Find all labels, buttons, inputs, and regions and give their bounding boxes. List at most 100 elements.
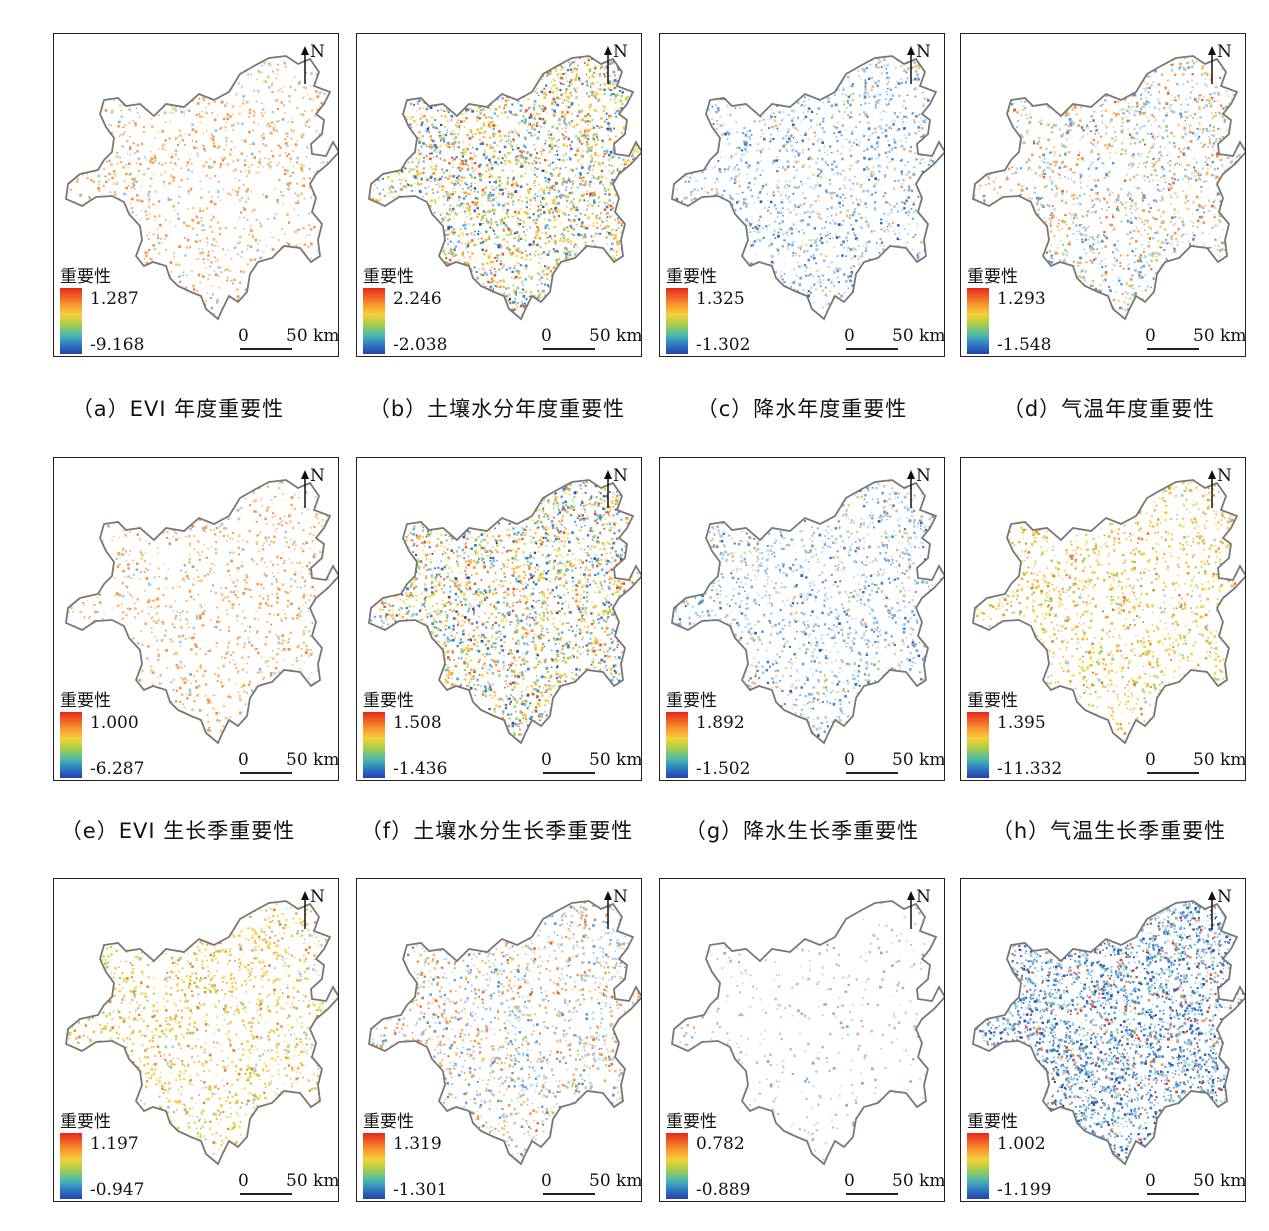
importance-map [671, 55, 944, 321]
scale-zero: 0 [1145, 750, 1156, 770]
color-ramp [967, 1133, 989, 1199]
north-label: N [613, 466, 628, 486]
north-arrow-icon: N [603, 466, 629, 508]
north-label: N [310, 466, 325, 486]
color-legend: 重要性 1.293 -1.548 [967, 262, 1087, 355]
scale-line [543, 1193, 595, 1195]
panel-caption: （g）降水生长季重要性 [642, 815, 962, 845]
north-arrow-icon: N [906, 887, 932, 929]
legend-title: 重要性 [967, 1107, 1018, 1132]
importance-map [972, 55, 1245, 321]
legend-min-value: -2.038 [393, 335, 447, 355]
legend-max-value: 1.287 [90, 289, 139, 309]
north-label: N [310, 887, 325, 907]
panel-caption: （e）EVI 生长季重要性 [18, 815, 338, 845]
color-legend: 重要性 0.782 -0.889 [666, 1107, 786, 1200]
color-ramp [60, 1133, 82, 1199]
legend-title: 重要性 [60, 686, 111, 711]
scale-line [846, 1193, 898, 1195]
color-legend: 重要性 1.197 -0.947 [60, 1107, 180, 1200]
legend-min-value: -1.502 [696, 759, 750, 779]
color-legend: 重要性 1.395 -11.332 [967, 686, 1087, 779]
scale-zero: 0 [238, 326, 249, 346]
legend-title: 重要性 [363, 262, 414, 287]
north-arrow-icon: N [300, 466, 326, 508]
scale-bar: 0 50 km [234, 1171, 338, 1197]
scale-line [240, 348, 292, 350]
north-arrow-icon: N [1207, 887, 1233, 929]
legend-min-value: -9.168 [90, 335, 144, 355]
legend-min-value: -0.947 [90, 1180, 144, 1200]
scale-zero: 0 [844, 1171, 855, 1191]
color-ramp [363, 712, 385, 778]
north-arrow-icon: N [906, 42, 932, 84]
color-legend: 重要性 1.508 -1.436 [363, 686, 483, 779]
legend-max-value: 1.395 [997, 713, 1046, 733]
color-legend: 重要性 1.002 -1.199 [967, 1107, 1087, 1200]
panel-caption: （c）降水年度重要性 [642, 393, 962, 423]
north-label: N [310, 42, 325, 62]
scale-bar: 0 50 km [537, 1171, 641, 1197]
north-arrow-icon: N [1207, 42, 1233, 84]
color-ramp [60, 288, 82, 354]
importance-map [671, 479, 944, 745]
legend-min-value: -11.332 [997, 759, 1062, 779]
map-panel: N 重要性 1.508 -1.436 0 50 km [356, 457, 642, 781]
color-ramp [666, 712, 688, 778]
region-boundary [671, 55, 944, 321]
map-panel: N 重要性 1.002 -1.199 0 50 km [960, 878, 1246, 1202]
map-panel: N 重要性 1.892 -1.502 0 50 km [659, 457, 945, 781]
scale-zero: 0 [541, 750, 552, 770]
legend-title: 重要性 [60, 262, 111, 287]
scale-zero: 0 [541, 326, 552, 346]
importance-map [368, 479, 641, 745]
color-ramp [967, 288, 989, 354]
legend-title: 重要性 [666, 262, 717, 287]
scale-bar: 0 50 km [537, 750, 641, 776]
map-panel: N 重要性 2.246 -2.038 0 50 km [356, 33, 642, 357]
region-boundary [671, 900, 944, 1166]
legend-max-value: 1.293 [997, 289, 1046, 309]
scale-line [1147, 772, 1199, 774]
importance-map [65, 479, 338, 745]
importance-map [368, 900, 641, 1166]
color-ramp [666, 1133, 688, 1199]
region-boundary [368, 479, 641, 745]
legend-min-value: -0.889 [696, 1180, 750, 1200]
scale-line [846, 772, 898, 774]
north-label: N [1217, 887, 1232, 907]
map-panel: N 重要性 1.325 -1.302 0 50 km [659, 33, 945, 357]
importance-map [65, 55, 338, 321]
scale-bar: 0 50 km [840, 1171, 944, 1197]
color-legend: 重要性 1.287 -9.168 [60, 262, 180, 355]
color-ramp [60, 712, 82, 778]
legend-title: 重要性 [60, 1107, 111, 1132]
scale-bar: 0 50 km [1141, 750, 1245, 776]
scale-bar: 0 50 km [234, 326, 338, 352]
region-boundary [972, 55, 1245, 321]
legend-min-value: -1.199 [997, 1180, 1051, 1200]
legend-max-value: 0.782 [696, 1134, 745, 1154]
scale-line [1147, 1193, 1199, 1195]
north-arrow-icon: N [300, 42, 326, 84]
scale-zero: 0 [1145, 326, 1156, 346]
scale-distance: 50 km [1193, 326, 1245, 346]
north-label: N [1217, 42, 1232, 62]
region-boundary [972, 900, 1245, 1166]
legend-min-value: -1.548 [997, 335, 1051, 355]
scale-zero: 0 [844, 326, 855, 346]
legend-max-value: 1.325 [696, 289, 745, 309]
scale-bar: 0 50 km [1141, 326, 1245, 352]
legend-title: 重要性 [666, 1107, 717, 1132]
legend-min-value: -1.436 [393, 759, 447, 779]
scale-bar: 0 50 km [234, 750, 338, 776]
map-panel: N 重要性 1.395 -11.332 0 50 km [960, 457, 1246, 781]
legend-max-value: 1.508 [393, 713, 442, 733]
scale-line [240, 1193, 292, 1195]
panel-caption: （h）气温生长季重要性 [949, 815, 1269, 845]
region-boundary [368, 900, 641, 1166]
legend-title: 重要性 [967, 262, 1018, 287]
scale-bar: 0 50 km [840, 750, 944, 776]
north-arrow-icon: N [300, 887, 326, 929]
importance-map [671, 900, 944, 1166]
